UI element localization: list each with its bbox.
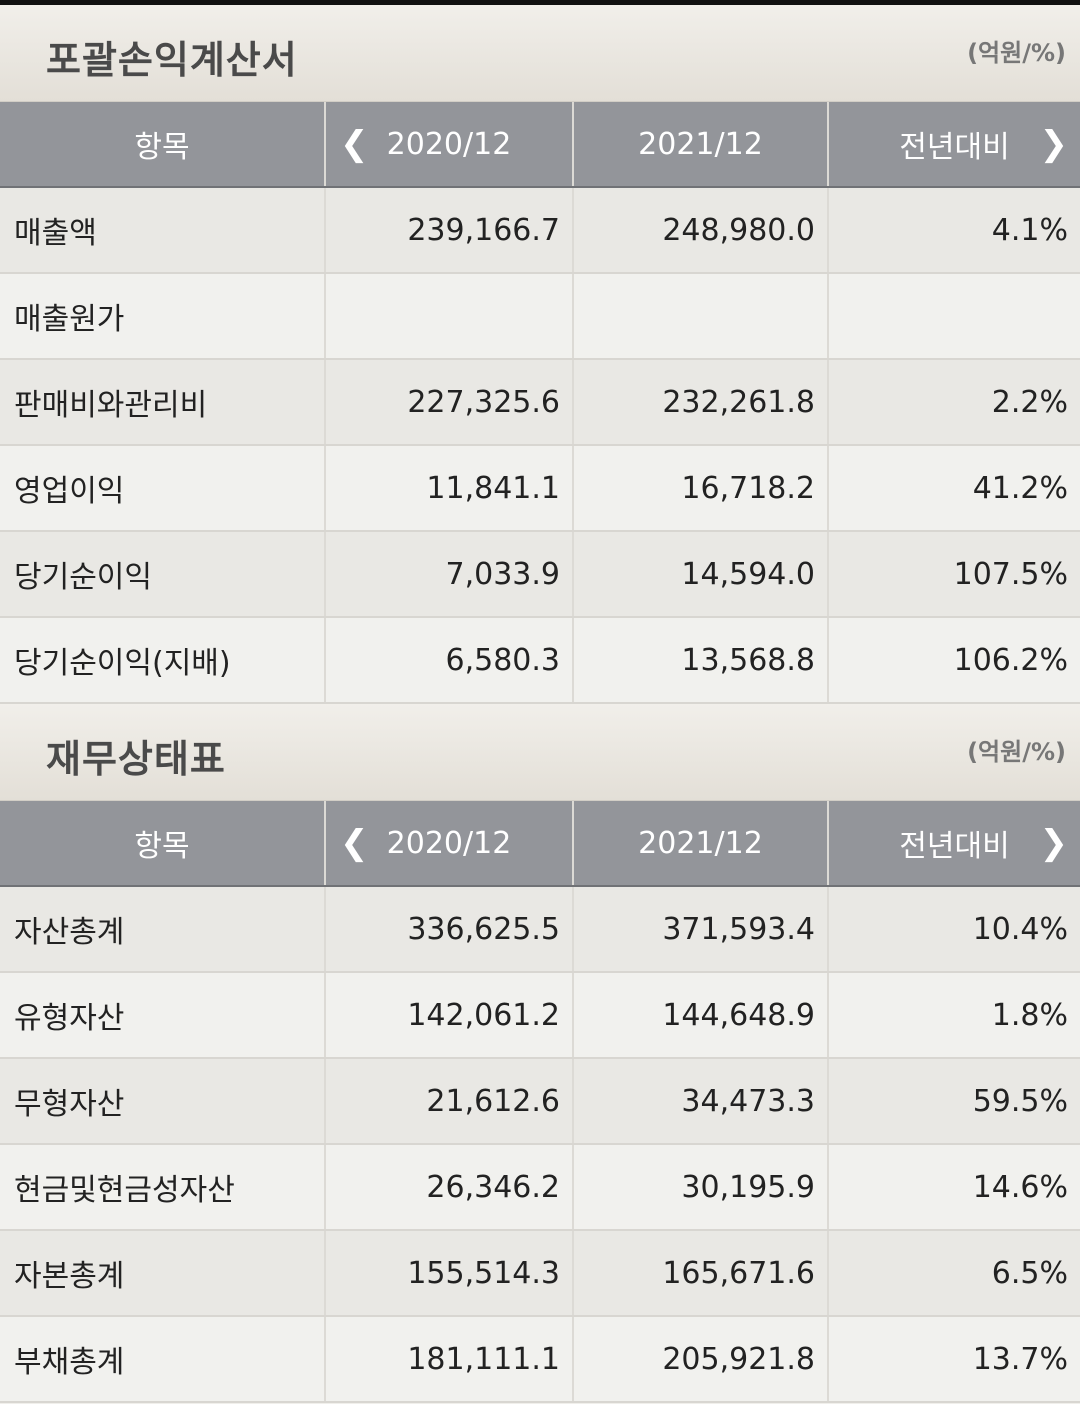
table-row[interactable]: 부채총계 181,111.1 205,921.8 13.7%	[0, 1316, 1080, 1403]
yoy-change: 6.5%	[828, 1230, 1080, 1317]
table-row[interactable]: 당기순이익 7,033.9 14,594.0 107.5%	[0, 531, 1080, 618]
chevron-left-icon[interactable]: ❮	[340, 124, 369, 164]
table-row[interactable]: 매출액 239,166.7 248,980.0 4.1%	[0, 187, 1080, 274]
row-label: 매출액	[0, 187, 326, 274]
value-2020: 26,346.2	[325, 1144, 574, 1231]
row-label: 자본총계	[0, 1230, 326, 1317]
balance-sheet-table: 항목 ❮ 2020/12 2021/12 전년대비 ❯ 자산총계 336,625.…	[0, 801, 1080, 1403]
header-period-1: ❮ 2020/12	[325, 102, 574, 188]
table-header-row: 항목 ❮ 2020/12 2021/12 전년대비 ❯	[0, 102, 1080, 188]
value-2020: 7,033.9	[325, 531, 574, 618]
yoy-change: 107.5%	[828, 531, 1080, 618]
value-2021: 232,261.8	[573, 359, 829, 446]
header-period-1-label: 2020/12	[386, 126, 512, 162]
chevron-left-icon[interactable]: ❮	[340, 823, 369, 863]
header-yoy: 전년대비 ❯	[828, 102, 1080, 188]
value-2020: 142,061.2	[325, 972, 574, 1059]
table-body: 자산총계 336,625.5 371,593.4 10.4% 유형자산 142,061.2…	[0, 886, 1080, 1403]
section-header: 포괄손익계산서 (억원/%)	[0, 5, 1080, 102]
header-period-2: 2021/12	[573, 102, 829, 188]
row-label: 무형자산	[0, 1058, 326, 1145]
section-title: 포괄손익계산서	[46, 38, 298, 82]
yoy-change: 41.2%	[828, 445, 1080, 532]
value-2020: 336,625.5	[325, 886, 574, 973]
value-2020: 155,514.3	[325, 1230, 574, 1317]
value-2021: 248,980.0	[573, 187, 829, 274]
value-2020	[325, 273, 574, 360]
value-2020: 227,325.6	[325, 359, 574, 446]
value-2020: 239,166.7	[325, 187, 574, 274]
value-2021: 144,648.9	[573, 972, 829, 1059]
value-2021: 14,594.0	[573, 531, 829, 618]
row-label: 매출원가	[0, 273, 326, 360]
table-body: 매출액 239,166.7 248,980.0 4.1% 매출원가 판매비와관리비 227,…	[0, 187, 1080, 704]
value-2021: 371,593.4	[573, 886, 829, 973]
header-period-1-label: 2020/12	[386, 825, 512, 861]
section-title: 재무상태표	[46, 737, 226, 781]
header-yoy: 전년대비 ❯	[828, 801, 1080, 887]
chevron-right-icon[interactable]: ❯	[1039, 124, 1069, 164]
table-row[interactable]: 무형자산 21,612.6 34,473.3 59.5%	[0, 1058, 1080, 1145]
row-label: 영업이익	[0, 445, 326, 532]
row-label: 부채총계	[0, 1316, 326, 1403]
table-header-row: 항목 ❮ 2020/12 2021/12 전년대비 ❯	[0, 801, 1080, 887]
row-label: 자산총계	[0, 886, 326, 973]
header-period-2: 2021/12	[573, 801, 829, 887]
value-2020: 21,612.6	[325, 1058, 574, 1145]
yoy-change: 2.2%	[828, 359, 1080, 446]
status-bar-edge	[0, 0, 1080, 5]
header-yoy-label: 전년대비	[899, 130, 1010, 165]
value-2021: 34,473.3	[573, 1058, 829, 1145]
row-label: 현금및현금성자산	[0, 1144, 326, 1231]
income-statement-section: 포괄손익계산서 (억원/%) 항목 ❮ 2020/12 2021/12 전년대비…	[0, 5, 1080, 704]
yoy-change: 59.5%	[828, 1058, 1080, 1145]
value-2021: 165,671.6	[573, 1230, 829, 1317]
yoy-change: 106.2%	[828, 617, 1080, 704]
header-item: 항목	[0, 801, 326, 887]
unit-label: (억원/%)	[967, 738, 1066, 766]
row-label: 당기순이익	[0, 531, 326, 618]
yoy-change: 10.4%	[828, 886, 1080, 973]
yoy-change: 4.1%	[828, 187, 1080, 274]
yoy-change: 1.8%	[828, 972, 1080, 1059]
value-2020: 6,580.3	[325, 617, 574, 704]
table-row[interactable]: 매출원가	[0, 273, 1080, 360]
value-2020: 11,841.1	[325, 445, 574, 532]
value-2021: 16,718.2	[573, 445, 829, 532]
value-2021: 205,921.8	[573, 1316, 829, 1403]
value-2021: 13,568.8	[573, 617, 829, 704]
value-2021: 30,195.9	[573, 1144, 829, 1231]
table-row[interactable]: 유형자산 142,061.2 144,648.9 1.8%	[0, 972, 1080, 1059]
unit-label: (억원/%)	[967, 39, 1066, 67]
table-row[interactable]: 판매비와관리비 227,325.6 232,261.8 2.2%	[0, 359, 1080, 446]
chevron-right-icon[interactable]: ❯	[1039, 823, 1069, 863]
table-row[interactable]: 영업이익 11,841.1 16,718.2 41.2%	[0, 445, 1080, 532]
header-yoy-label: 전년대비	[899, 829, 1010, 864]
header-item: 항목	[0, 102, 326, 188]
yoy-change: 14.6%	[828, 1144, 1080, 1231]
table-row[interactable]: 당기순이익(지배) 6,580.3 13,568.8 106.2%	[0, 617, 1080, 704]
table-row[interactable]: 자본총계 155,514.3 165,671.6 6.5%	[0, 1230, 1080, 1317]
section-header: 재무상태표 (억원/%)	[0, 704, 1080, 801]
income-statement-table: 항목 ❮ 2020/12 2021/12 전년대비 ❯ 매출액 239,166.7…	[0, 102, 1080, 704]
header-period-1: ❮ 2020/12	[325, 801, 574, 887]
table-row[interactable]: 현금및현금성자산 26,346.2 30,195.9 14.6%	[0, 1144, 1080, 1231]
row-label: 당기순이익(지배)	[0, 617, 326, 704]
value-2021	[573, 273, 829, 360]
balance-sheet-section: 재무상태표 (억원/%) 항목 ❮ 2020/12 2021/12 전년대비 ❯…	[0, 704, 1080, 1403]
value-2020: 181,111.1	[325, 1316, 574, 1403]
table-row[interactable]: 자산총계 336,625.5 371,593.4 10.4%	[0, 886, 1080, 973]
row-label: 판매비와관리비	[0, 359, 326, 446]
yoy-change: 13.7%	[828, 1316, 1080, 1403]
row-label: 유형자산	[0, 972, 326, 1059]
yoy-change	[828, 273, 1080, 360]
